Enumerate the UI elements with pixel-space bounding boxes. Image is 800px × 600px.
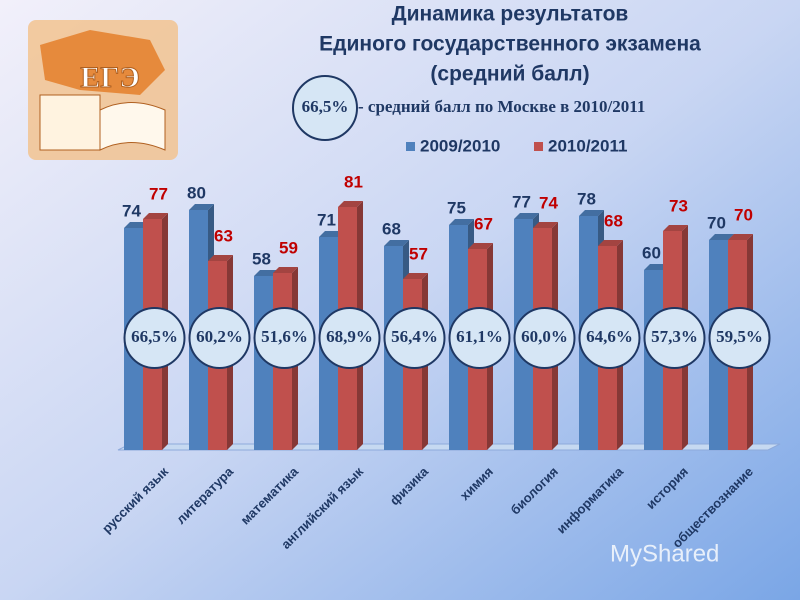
legend-label: 2009/2010 (420, 136, 500, 155)
percent-label: 66,5% (131, 327, 178, 346)
value-label: 58 (252, 249, 271, 268)
percent-label: 56,4% (391, 327, 438, 346)
bar-top (598, 240, 623, 246)
legend-label: 2010/2011 (548, 136, 627, 155)
percent-circle (643, 307, 706, 369)
bar-top (254, 270, 279, 276)
percent-circle (123, 307, 186, 369)
note-text: - средний балл по Москве в 2010/2011 (358, 97, 645, 116)
value-label: 74 (122, 201, 141, 220)
bar-top (709, 234, 734, 240)
percent-label: 64,6% (586, 327, 633, 346)
title-line: Динамика результатов (392, 3, 629, 26)
value-label: 81 (344, 172, 363, 191)
percent-circle (318, 307, 381, 369)
note-circle-text: 66,5% (302, 97, 349, 116)
bar-top (403, 273, 428, 279)
value-label: 71 (317, 210, 336, 229)
bar-top (468, 243, 493, 249)
title-line: (средний балл) (430, 63, 589, 86)
bar-top (579, 210, 604, 216)
percent-label: 59,5% (716, 327, 763, 346)
value-label: 77 (512, 192, 531, 211)
bar-top (319, 231, 344, 237)
percent-circle (708, 307, 771, 369)
bar-top (514, 213, 539, 219)
bar-top (143, 213, 168, 219)
percent-circle (383, 307, 446, 369)
percent-circle (448, 307, 511, 369)
value-label: 80 (187, 183, 206, 202)
percent-circle (513, 307, 576, 369)
value-label: 75 (447, 198, 466, 217)
percent-label: 60,0% (521, 327, 568, 346)
value-label: 59 (279, 238, 298, 257)
percent-label: 68,9% (326, 327, 373, 346)
percent-circle (253, 307, 316, 369)
value-label: 70 (734, 205, 753, 224)
percent-label: 60,2% (196, 327, 243, 346)
value-label: 77 (149, 184, 168, 203)
legend-swatch (534, 142, 543, 151)
logo-text: ЕГЭ (80, 61, 139, 94)
bar-top (124, 222, 149, 228)
note-circle (292, 75, 358, 141)
bar-top (384, 240, 409, 246)
value-label: 68 (382, 219, 401, 238)
value-label: 63 (214, 226, 233, 245)
value-label: 68 (604, 211, 623, 230)
value-label: 67 (474, 214, 493, 233)
percent-label: 61,1% (456, 327, 503, 346)
bar-top (208, 255, 233, 261)
logo: ЕГЭ (28, 20, 178, 160)
value-label: 73 (669, 196, 688, 215)
percent-circle (578, 307, 641, 369)
value-label: 78 (577, 189, 596, 208)
percent-label: 51,6% (261, 327, 308, 346)
value-label: 70 (707, 213, 726, 232)
bar-top (338, 201, 363, 207)
bar-top (728, 234, 753, 240)
value-label: 57 (409, 244, 428, 263)
percent-label: 57,3% (651, 327, 698, 346)
percent-circle (188, 307, 251, 369)
bar-top (189, 204, 214, 210)
bar-top (273, 267, 298, 273)
bar-top (644, 264, 669, 270)
value-label: 60 (642, 243, 661, 262)
title-line: Единого государственного экзамена (319, 33, 701, 56)
watermark: MyShared (610, 540, 719, 567)
bar-top (449, 219, 474, 225)
bar-top (663, 225, 688, 231)
value-label: 74 (539, 193, 558, 212)
bar-top (533, 222, 558, 228)
legend-swatch (406, 142, 415, 151)
